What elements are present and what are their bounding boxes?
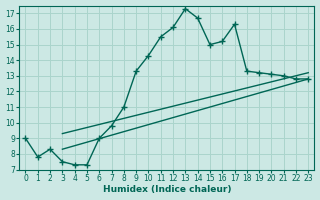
X-axis label: Humidex (Indice chaleur): Humidex (Indice chaleur) [103, 185, 231, 194]
